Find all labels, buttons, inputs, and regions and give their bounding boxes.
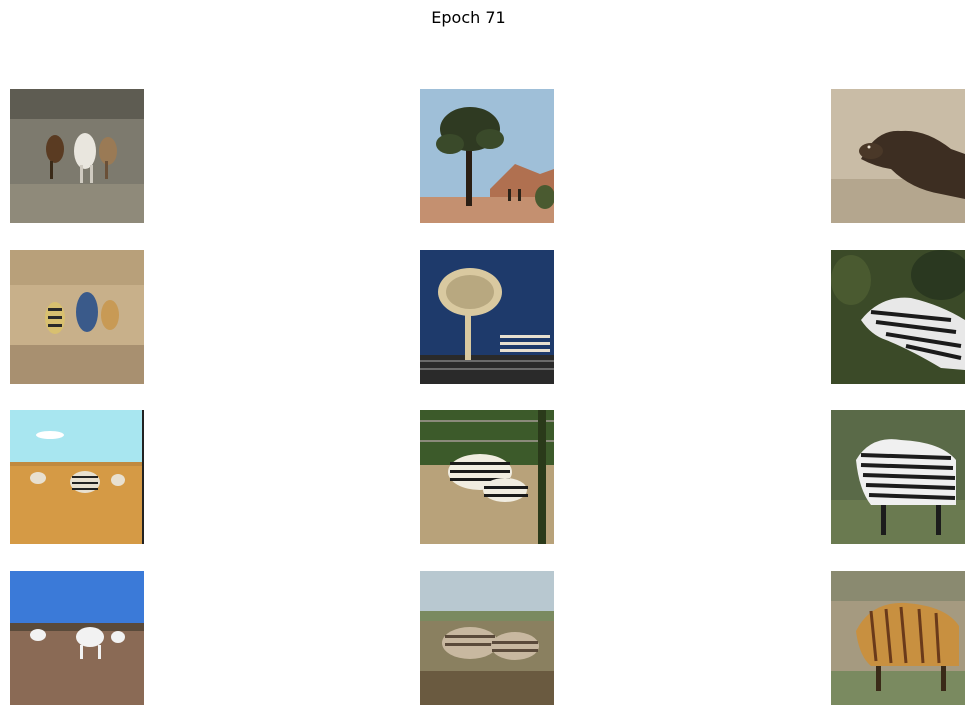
figure-title: Epoch 71 [431, 8, 506, 27]
image-sepia-horse-art [831, 89, 965, 223]
image-generated-zebra-forest [831, 250, 965, 384]
image-tree-in-savanna [420, 89, 554, 223]
image-tree-in-savanna-art [420, 89, 554, 223]
image-horses-in-grass-art [10, 89, 144, 223]
image-zebra-standing-art [831, 410, 965, 544]
image-generated-zebras-faded-art [420, 571, 554, 705]
image-generated-tree-zebra [420, 250, 554, 384]
image-generated-zebras-blurry [10, 250, 144, 384]
image-horses-in-grass [10, 89, 144, 223]
image-generated-zebra-forest-art [831, 250, 965, 384]
image-sepia-horse [831, 89, 965, 223]
image-generated-horse-striped [831, 571, 965, 705]
image-zebra-standing [831, 410, 965, 544]
image-generated-horse-striped-art [831, 571, 965, 705]
image-zebras-dry-grassland [10, 410, 144, 544]
image-white-horses-blue-sky-art [10, 571, 144, 705]
image-white-horses-blue-sky [10, 571, 144, 705]
image-generated-zebras-faded [420, 571, 554, 705]
image-zebras-in-enclosure [420, 410, 554, 544]
image-generated-zebras-blurry-art [10, 250, 144, 384]
image-zebras-in-enclosure-art [420, 410, 554, 544]
image-zebras-dry-grassland-art [10, 410, 144, 544]
image-generated-tree-zebra-art [420, 250, 554, 384]
